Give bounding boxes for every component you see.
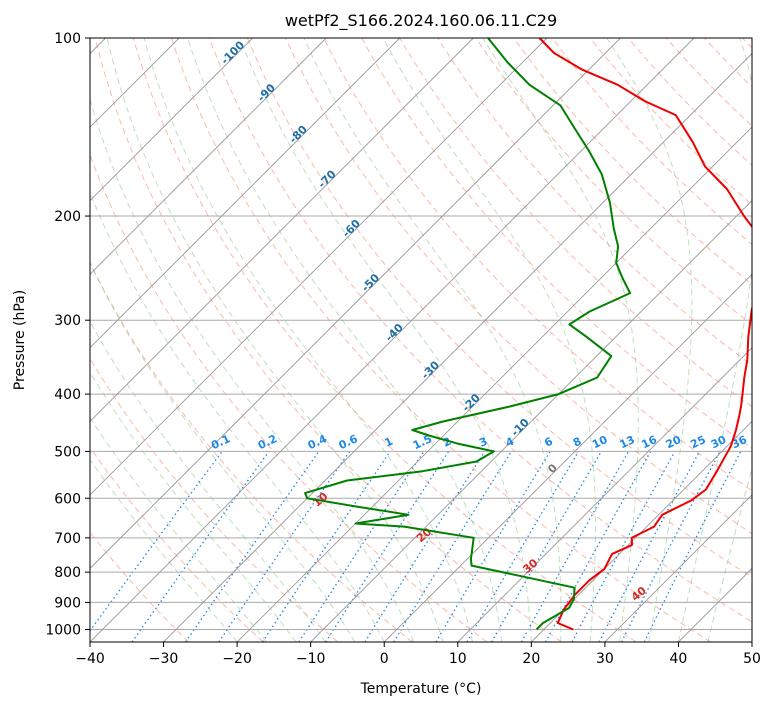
mixing-ratio-label: 10	[590, 433, 610, 451]
y-tick-label: 1000	[45, 622, 81, 638]
mixing-ratio-label: 0.4	[306, 432, 329, 452]
dry-adiabat-line	[0, 38, 189, 642]
moist-adiabat-line	[0, 38, 237, 642]
moist-adiabat-line	[0, 38, 325, 642]
plot-frame	[90, 38, 752, 642]
dry-adiabat-line	[552, 38, 775, 642]
dry-adiabat-line	[704, 38, 775, 642]
mixing-ratio-line	[365, 451, 485, 642]
moist-adiabat-line	[383, 38, 596, 642]
isotherm-line	[0, 38, 253, 642]
mixing-ratio-line	[219, 451, 350, 642]
mixing-ratio-label: 20	[664, 433, 684, 451]
isotherm-line	[678, 38, 775, 642]
isotherm-label: -100	[218, 38, 247, 67]
mixing-ratio-label: 16	[640, 433, 660, 451]
mixing-ratio-label: 1	[383, 435, 395, 450]
isotherm-label: -40	[383, 321, 406, 344]
x-tick-label: −10	[296, 651, 326, 667]
mixing-ratio-line	[82, 451, 222, 642]
mixing-ratio-line	[522, 451, 629, 642]
isotherm-line	[164, 38, 768, 642]
x-tick-label: 30	[596, 651, 614, 667]
dry-adiabat-line	[171, 38, 711, 642]
mixing-ratio-label: 0.1	[209, 432, 232, 452]
dry-adiabat-line	[57, 38, 487, 642]
dry-adiabat-line	[19, 38, 413, 642]
dry-adiabat-line	[628, 38, 775, 642]
isotherm-line	[0, 38, 400, 642]
mixing-ratio-line	[599, 451, 700, 642]
isotherm-label: -70	[315, 167, 338, 190]
x-tick-label: −20	[222, 651, 252, 667]
mixing-ratio-line	[326, 451, 449, 642]
y-tick-label: 100	[54, 31, 81, 47]
isotherm-line	[0, 38, 473, 642]
dry-adiabat-line	[666, 38, 775, 642]
dry-adiabat-line	[438, 38, 775, 642]
moist-adiabat-line	[144, 38, 472, 642]
moist-adiabat-line	[708, 38, 775, 642]
isotherm-label: -90	[255, 81, 278, 104]
isotherm-line	[0, 38, 326, 642]
y-tick-label: 900	[54, 595, 81, 611]
y-axis-label: Pressure (hPa)	[12, 290, 28, 390]
chart-title: wetPf2_S166.2024.160.06.11.C29	[285, 11, 557, 31]
mixing-ratio-line	[132, 451, 269, 642]
mixing-ratio-line	[572, 451, 675, 642]
x-axis-label: Temperature (°C)	[360, 681, 482, 697]
dry-adiabat-line	[514, 38, 775, 642]
dry-adiabat-line	[133, 38, 636, 642]
mixing-ratio-line	[644, 451, 741, 642]
dry-adiabat-line	[95, 38, 561, 642]
isotherm-label: -10	[509, 416, 532, 439]
moist-adiabat-line	[304, 38, 561, 642]
x-tick-label: 20	[522, 651, 540, 667]
moist-adiabat-line	[0, 38, 296, 642]
mixing-ratio-line	[263, 451, 391, 642]
temperature-profile-line	[540, 38, 758, 630]
isotherm-line	[0, 38, 547, 642]
isotherm-label: -30	[419, 358, 442, 381]
x-tick-label: 0	[380, 651, 389, 667]
x-tick-label: 10	[449, 651, 467, 667]
mixing-ratio-label: 8	[571, 435, 583, 450]
mixing-ratio-label: 0.2	[256, 432, 279, 452]
mixing-ratio-label: 30	[709, 433, 729, 451]
y-tick-label: 300	[54, 313, 81, 329]
mixing-ratio-label: 13	[617, 433, 636, 451]
mixing-ratio-line	[394, 451, 512, 642]
dewpoint-profile-line	[305, 38, 630, 630]
mixing-ratio-line	[299, 451, 424, 642]
y-tick-label: 500	[54, 444, 81, 460]
moist-adiabat-line	[188, 38, 502, 642]
dry-adiabat-line	[0, 38, 338, 642]
x-tick-label: 50	[743, 651, 761, 667]
mixing-ratio-label: 25	[688, 433, 707, 451]
y-tick-label: 600	[54, 491, 81, 507]
isotherm-line	[16, 38, 620, 642]
isotherm-label: -80	[287, 123, 310, 146]
y-tick-label: 700	[54, 531, 81, 547]
x-tick-label: 40	[670, 651, 688, 667]
y-tick-label: 400	[54, 387, 81, 403]
isotherm-label: -50	[359, 271, 382, 294]
isotherm-label: -60	[340, 217, 363, 240]
x-tick-label: −40	[75, 651, 105, 667]
y-tick-label: 200	[54, 209, 81, 225]
x-tick-label: −30	[149, 651, 179, 667]
y-tick-label: 800	[54, 565, 81, 581]
moist-adiabat-line	[240, 38, 531, 642]
mixing-ratio-label: 6	[542, 435, 555, 450]
isotherm-line	[752, 38, 775, 642]
